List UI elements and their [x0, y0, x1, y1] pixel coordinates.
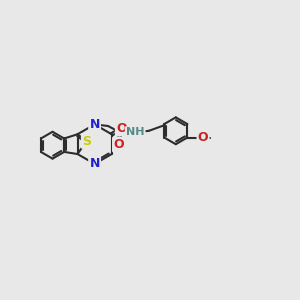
Text: O: O: [116, 122, 127, 135]
Text: S: S: [82, 135, 91, 148]
Text: O: O: [198, 131, 208, 144]
Text: NH: NH: [126, 128, 145, 137]
Text: O: O: [113, 138, 124, 151]
Text: N: N: [89, 118, 100, 131]
Text: N: N: [89, 158, 100, 170]
